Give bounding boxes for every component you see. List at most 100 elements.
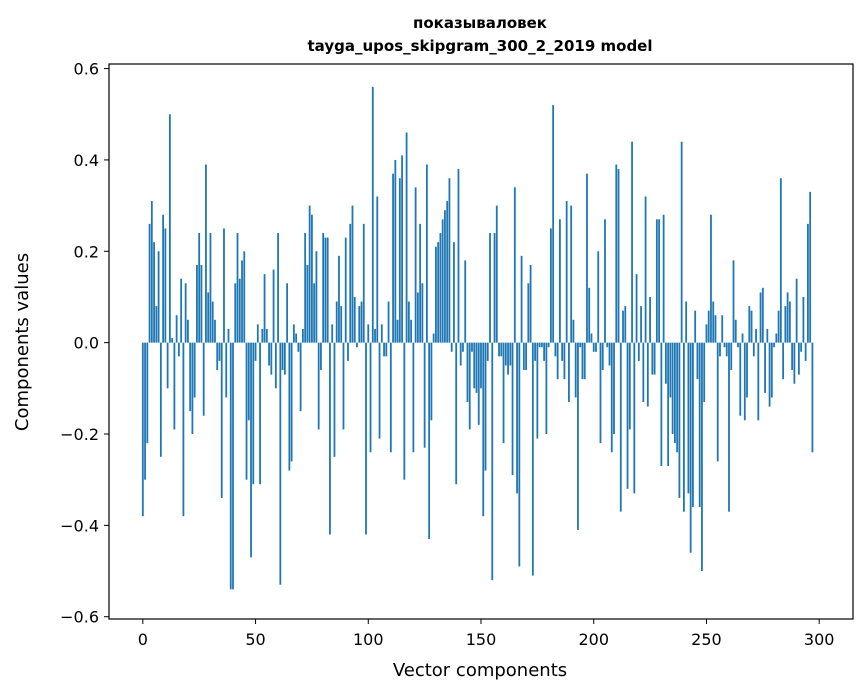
bar-component-239 (680, 141, 683, 343)
bar-component-92 (349, 223, 352, 343)
bar-component-138 (453, 242, 455, 343)
bar-component-192 (574, 342, 577, 398)
bar-component-151 (482, 342, 485, 517)
bar-component-49 (252, 342, 255, 485)
bar-component-235 (671, 342, 674, 434)
y-tick-label: −0.6 (60, 608, 99, 627)
bar-component-165 (513, 187, 516, 343)
bar-component-137 (450, 342, 453, 352)
bar-component-210 (615, 164, 618, 343)
bar-component-248 (701, 342, 703, 572)
bar-component-88 (340, 306, 343, 343)
bar-component-15 (175, 315, 178, 343)
bar-component-203 (599, 342, 602, 444)
bar-component-90 (344, 237, 347, 343)
bar-component-255 (716, 342, 719, 462)
bar-component-280 (773, 342, 775, 348)
bar-component-168 (520, 255, 523, 343)
bar-component-266 (741, 333, 744, 343)
bar-component-209 (613, 342, 615, 434)
bar-component-27 (202, 342, 205, 416)
bar-component-196 (583, 342, 586, 380)
bar-component-37 (225, 342, 228, 398)
bar-component-40 (232, 342, 234, 590)
bar-component-70 (299, 342, 302, 412)
bar-component-219 (635, 274, 638, 343)
bar-component-110 (389, 342, 392, 453)
bar-component-205 (604, 219, 606, 343)
bar-component-199 (590, 333, 593, 343)
bar-component-197 (586, 173, 588, 343)
bar-component-128 (430, 342, 433, 421)
bar-component-2 (146, 342, 149, 444)
bar-component-141 (459, 342, 462, 366)
x-axis-label: Vector components (393, 660, 567, 681)
bar-component-200 (592, 342, 595, 352)
bar-component-238 (678, 342, 681, 498)
bar-component-113 (396, 319, 399, 343)
bar-component-55 (265, 328, 268, 343)
bar-component-132 (439, 233, 442, 343)
bar-component-162 (507, 342, 509, 375)
bar-component-53 (261, 328, 264, 343)
bar-component-242 (687, 342, 690, 494)
bar-component-23 (193, 342, 196, 398)
bar-component-206 (606, 342, 609, 348)
x-tick-label: 250 (691, 630, 722, 649)
bar-component-297 (811, 342, 814, 453)
bar-component-262 (732, 260, 735, 343)
bar-component-246 (696, 342, 699, 380)
bar-component-75 (311, 214, 313, 343)
bar-component-156 (493, 233, 496, 343)
bar-component-102 (371, 86, 374, 343)
bar-component-28 (205, 164, 207, 343)
bar-component-42 (236, 233, 239, 343)
chart-subtitle: tayga_upos_skipgram_300_2_2019 model (308, 37, 653, 55)
bar-component-215 (626, 342, 629, 489)
bar-component-253 (712, 301, 715, 343)
bar-component-231 (662, 214, 665, 343)
plot-area-frame (108, 63, 854, 620)
bar-component-272 (755, 328, 757, 343)
y-tick-label: 0.6 (74, 60, 99, 79)
bar-component-47 (247, 342, 250, 421)
bar-component-207 (608, 342, 611, 366)
bar-component-144 (466, 342, 469, 403)
bar-component-58 (272, 269, 275, 343)
y-axis-ticks: −0.6 −0.4 −0.2 0.0 0.2 0.4 0.6 (60, 60, 109, 627)
bar-component-115 (401, 155, 403, 343)
bar-component-186 (561, 342, 564, 361)
bar-component-65 (288, 342, 291, 471)
bar-component-135 (446, 201, 449, 343)
bar-component-52 (259, 342, 261, 485)
bar-component-247 (698, 342, 701, 508)
bar-component-124 (421, 283, 424, 343)
bar-component-56 (268, 342, 270, 366)
bar-component-72 (304, 233, 307, 343)
bar-component-142 (462, 342, 464, 352)
bar-component-59 (274, 342, 277, 389)
bar-component-233 (667, 342, 670, 466)
bar-component-139 (455, 342, 458, 485)
y-tick-label: 0.0 (74, 334, 99, 353)
bar-component-157 (495, 205, 498, 343)
bar-component-131 (437, 242, 440, 343)
bar-component-30 (209, 233, 212, 343)
bar-component-292 (800, 342, 803, 352)
bar-component-270 (750, 310, 753, 343)
bar-component-276 (764, 342, 766, 393)
bar-component-36 (223, 228, 225, 343)
bar-component-19 (184, 283, 187, 343)
y-tick-label: 0.2 (74, 242, 99, 261)
bar-component-228 (655, 219, 658, 343)
bar-component-158 (498, 342, 500, 357)
bar-component-234 (669, 342, 672, 398)
bar-component-79 (320, 342, 322, 371)
bar-component-174 (534, 342, 537, 361)
bar-component-214 (624, 306, 627, 343)
bar-component-18 (182, 342, 185, 517)
bar-component-7 (157, 251, 160, 343)
bar-component-244 (692, 342, 694, 508)
bar-component-194 (579, 342, 582, 348)
bar-component-188 (565, 201, 568, 343)
